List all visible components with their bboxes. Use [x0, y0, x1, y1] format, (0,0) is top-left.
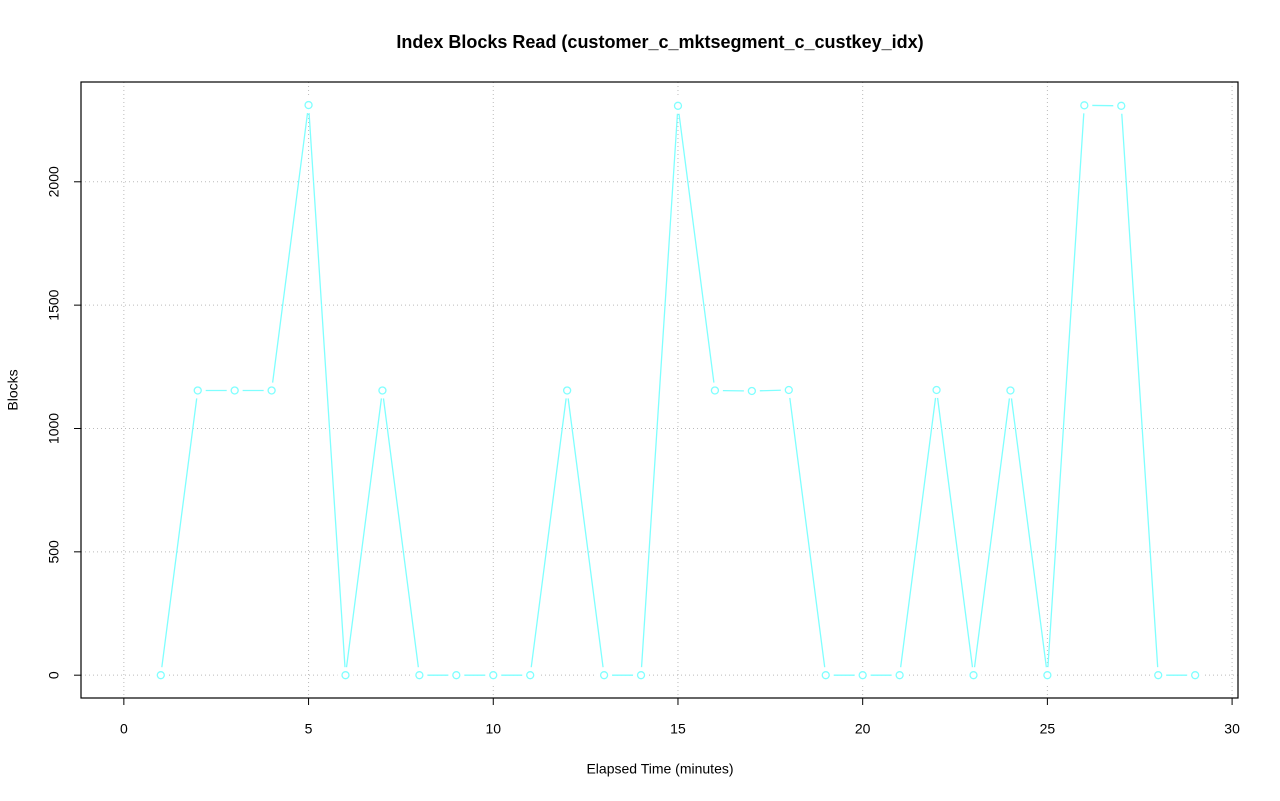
point	[673, 101, 683, 110]
point	[1006, 386, 1015, 395]
point-gap	[300, 97, 317, 114]
point-gap	[152, 667, 169, 684]
point-gap	[854, 667, 871, 684]
point	[821, 671, 830, 680]
point-gap	[706, 382, 723, 399]
point-gap	[1150, 667, 1167, 684]
point-gap	[1187, 667, 1204, 684]
point	[636, 671, 646, 680]
x-tick-label: 0	[120, 721, 128, 737]
x-tick-label: 30	[1224, 721, 1240, 737]
point	[710, 386, 720, 395]
point-gap	[226, 382, 243, 399]
point	[378, 386, 387, 395]
point	[489, 671, 498, 680]
point	[858, 671, 867, 680]
point	[1154, 671, 1163, 680]
x-tick-label: 15	[670, 721, 686, 737]
point	[1190, 671, 1200, 680]
point-gap	[485, 667, 502, 684]
plot-frame	[80, 81, 1239, 699]
x-tick-label: 5	[305, 721, 313, 737]
point-gap	[780, 382, 797, 398]
point-gap	[263, 382, 280, 399]
point-gap	[928, 382, 945, 398]
point-gap	[522, 667, 539, 684]
x-axis-label: Elapsed Time (minutes)	[586, 761, 733, 777]
point	[1080, 101, 1089, 110]
point	[452, 671, 461, 680]
point-gap	[1039, 667, 1056, 684]
point	[526, 671, 535, 680]
point-gap	[633, 667, 650, 684]
point	[599, 671, 609, 680]
point	[1117, 101, 1126, 110]
point	[932, 385, 941, 395]
point	[267, 386, 276, 395]
point	[156, 671, 165, 680]
point	[895, 671, 904, 680]
point-gap	[1113, 97, 1130, 114]
point	[230, 386, 239, 395]
chart-title: Index Blocks Read (customer_c_mktsegment…	[396, 32, 923, 52]
point-gap	[189, 382, 206, 399]
point-gap	[337, 667, 354, 684]
point	[415, 671, 424, 680]
point-gap	[817, 667, 834, 684]
point-gap	[891, 667, 908, 684]
y-tick-label: 0	[46, 671, 62, 679]
point	[341, 671, 350, 680]
y-tick-label: 2000	[46, 166, 62, 197]
point	[784, 385, 793, 395]
point	[193, 386, 202, 395]
point-gap	[374, 382, 391, 399]
point	[1043, 671, 1052, 680]
point-gap	[596, 667, 613, 684]
point-gap	[743, 382, 760, 399]
x-tick-label: 10	[485, 721, 501, 737]
point	[304, 100, 313, 110]
point-gap	[411, 667, 428, 684]
y-axis-label: Blocks	[5, 369, 21, 410]
y-tick-label: 500	[46, 540, 62, 564]
point	[562, 386, 572, 395]
point-gap	[1076, 97, 1093, 114]
point-gap	[448, 667, 465, 684]
point	[747, 386, 757, 396]
point-gap	[559, 382, 576, 399]
x-tick-label: 20	[855, 721, 871, 737]
x-tick-label: 25	[1040, 721, 1056, 737]
point	[969, 671, 978, 680]
point-gap	[965, 667, 982, 684]
point-gap	[669, 97, 686, 114]
y-tick-label: 1500	[46, 289, 62, 320]
y-tick-label: 1000	[46, 413, 62, 444]
point-gap	[1002, 382, 1019, 399]
